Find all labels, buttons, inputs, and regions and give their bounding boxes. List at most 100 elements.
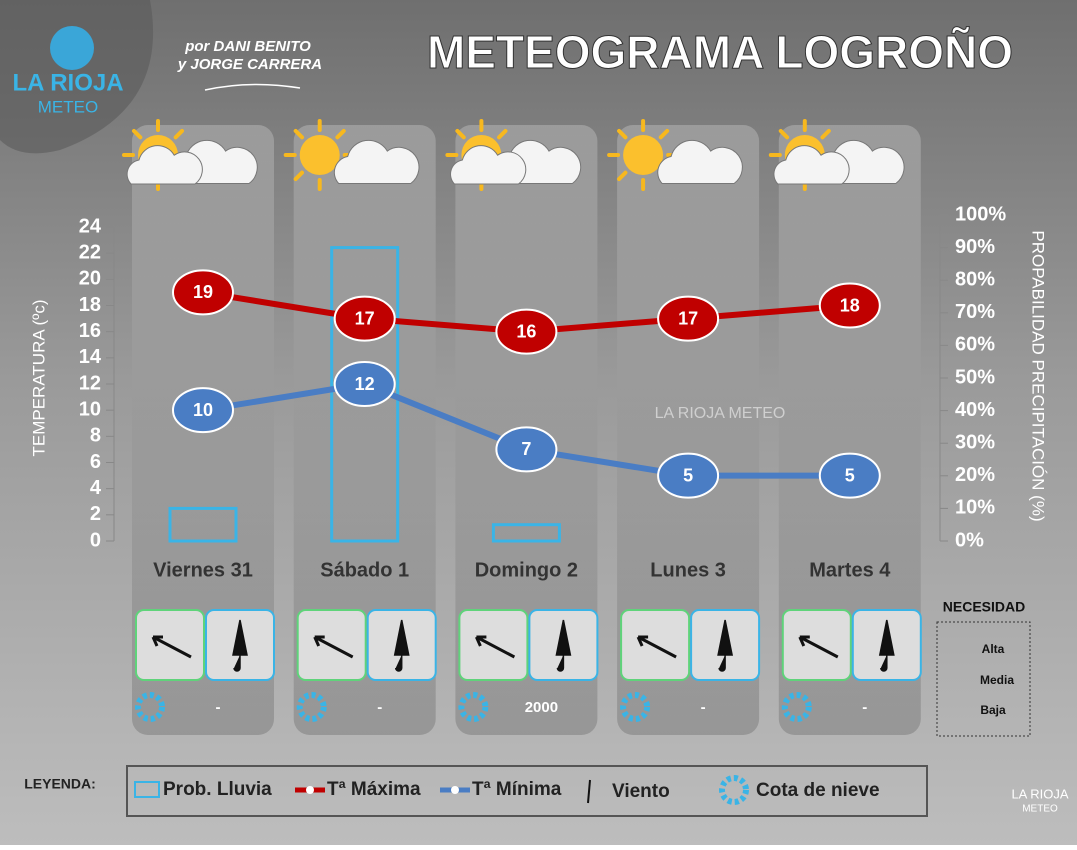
legend-label: Viento	[612, 781, 670, 802]
legend-dot	[451, 786, 459, 794]
wind-arrow	[636, 635, 677, 659]
sun-ray	[293, 170, 305, 182]
sun-ray	[455, 128, 466, 140]
y2-tick-label: 50%	[955, 366, 995, 388]
day-card	[778, 125, 921, 735]
umbrella-icon	[393, 619, 410, 672]
legend-label: Cota de nieve	[756, 780, 880, 801]
temperature-marker	[657, 295, 720, 342]
temperature-label: 5	[683, 465, 693, 485]
temperature-marker	[657, 452, 720, 499]
sun-disc	[623, 135, 664, 175]
y-tick-label: 8	[90, 425, 101, 447]
signature	[204, 83, 301, 91]
temperature-label: 12	[355, 374, 375, 394]
y2-axis-label: PROPABILIDAD PRECIPITACIÓN (%)	[1029, 230, 1048, 521]
watermark: LA RIOJA METEO	[655, 405, 786, 422]
day-card	[293, 125, 436, 735]
logo-drop	[50, 26, 94, 70]
rain-bar	[168, 506, 238, 543]
y-tick-label: 24	[79, 215, 102, 237]
legend-label: Prob. Lluvia	[163, 779, 272, 800]
y-tick-label: 20	[79, 268, 101, 290]
cloud-icon	[333, 139, 420, 184]
legend-title: LEYENDA:	[24, 776, 96, 792]
sun-ray	[617, 170, 628, 182]
wind-arrow	[151, 635, 192, 659]
temperature-label: 19	[193, 282, 213, 302]
y2-tick-label: 90%	[955, 236, 995, 258]
logo-subtext: METEO	[38, 97, 98, 116]
legend-swatch	[134, 781, 160, 798]
legend-snow-icon	[719, 775, 749, 805]
cloud-icon	[126, 145, 203, 185]
snow-level: -	[862, 699, 867, 716]
wind-arrow	[313, 635, 354, 659]
temperature-label: 17	[355, 308, 375, 328]
author: por DANI BENITO	[184, 38, 311, 55]
snow-level: -	[701, 699, 706, 716]
legend-label: Tª Mínima	[472, 779, 562, 800]
snow-icon	[296, 692, 327, 722]
logo-text: LA RIOJA	[12, 69, 123, 96]
y-tick-label: 6	[90, 451, 101, 473]
y2-tick-label: 10%	[955, 497, 995, 519]
necessity-title: NECESIDAD	[943, 599, 1025, 615]
temperature-label: 7	[521, 439, 531, 459]
cloud-icon	[657, 139, 743, 184]
y2-tick-label: 20%	[955, 464, 995, 486]
y2-tick-label: 70%	[955, 301, 995, 323]
sun-ray	[293, 128, 305, 140]
y2-tick-label: 60%	[955, 334, 995, 356]
wind-arrow	[475, 635, 516, 659]
snow-icon	[781, 692, 812, 722]
cloud-icon	[450, 145, 527, 185]
umbrella-icon	[555, 619, 572, 672]
sun-ray	[335, 128, 346, 140]
sun-ray	[497, 128, 508, 140]
y2-tick-label: 30%	[955, 431, 995, 453]
necessity-level: Media	[980, 673, 1014, 687]
day-label: Domingo 2	[475, 559, 578, 581]
y-axis-label: TEMPERATURA (ºc)	[29, 299, 48, 456]
legend-wind-icon	[587, 779, 591, 804]
snow-icon	[135, 692, 165, 722]
sun-ray	[131, 128, 143, 140]
footer-logo: METEO	[1022, 804, 1058, 815]
y-tick-label: 16	[79, 320, 101, 342]
umbrella-icon	[717, 619, 734, 672]
snow-level: -	[216, 699, 221, 716]
day-label: Sábado 1	[320, 559, 409, 581]
y2-tick-label: 40%	[955, 399, 995, 421]
snow-level: -	[377, 699, 382, 716]
rain-bar	[491, 523, 561, 543]
temperature-marker	[333, 361, 396, 407]
day-card	[617, 125, 760, 735]
y-tick-label: 2	[90, 503, 101, 525]
snow-icon	[458, 692, 489, 722]
legend-box	[126, 765, 928, 817]
footer-logo: LA RIOJA	[1011, 786, 1068, 801]
y-tick-label: 10	[79, 398, 101, 420]
sun-ray	[617, 128, 628, 140]
necessity-level: Alta	[982, 642, 1005, 656]
temperature-marker	[495, 308, 558, 355]
y-tick-label: 12	[79, 372, 101, 394]
snow-level: 2000	[525, 699, 558, 716]
y-tick-label: 4	[90, 477, 102, 499]
y-tick-label: 18	[79, 294, 101, 316]
day-label: Lunes 3	[650, 559, 726, 581]
y-tick-label: 14	[79, 346, 102, 368]
y2-tick-label: 100%	[955, 203, 1006, 225]
temperature-label: 10	[193, 400, 213, 420]
logo-backdrop	[0, 0, 154, 154]
legend-dot	[306, 786, 314, 794]
temperature-marker	[172, 269, 234, 316]
wind-arrow	[798, 635, 839, 659]
title: METEOGRAMA LOGROÑO	[427, 26, 1013, 78]
temperature-marker	[818, 452, 881, 499]
temperature-label: 16	[516, 321, 536, 341]
snow-icon	[620, 692, 651, 722]
day-label: Martes 4	[809, 559, 891, 581]
